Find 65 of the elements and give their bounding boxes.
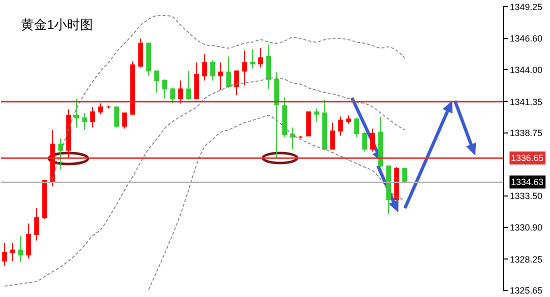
candlestick: [170, 87, 176, 104]
candlestick: [154, 70, 160, 94]
candlestick: [306, 111, 312, 136]
candlestick: [122, 112, 128, 130]
candlestick: [90, 106, 96, 128]
candlestick: [98, 102, 104, 115]
candlestick: [114, 106, 120, 128]
candlestick: [146, 42, 152, 76]
candlestick: [362, 132, 368, 152]
candlestick: [202, 54, 208, 82]
candlestick: [298, 135, 304, 139]
candlestick: [42, 180, 48, 220]
candlestick: [354, 117, 360, 138]
candlestick: [322, 99, 328, 151]
candlestick: [226, 56, 232, 88]
y-tick-label: 1346.60: [510, 34, 542, 44]
candlestick: [378, 116, 384, 168]
candlestick: [282, 96, 288, 138]
candlestick: [2, 242, 8, 266]
candlestick: [178, 80, 184, 104]
candlestick: [210, 60, 216, 82]
candlestick: [346, 114, 352, 124]
candlestick: [186, 70, 192, 100]
y-tick-label: 1349.25: [510, 2, 542, 12]
candlestick: [50, 129, 56, 187]
candlestick: [74, 98, 80, 128]
candlestick: [10, 242, 16, 262]
ref-line-label: 1334.63: [511, 177, 544, 187]
y-tick-label: 1338.75: [510, 128, 542, 138]
candlestick: [18, 235, 24, 263]
candlestick: [386, 165, 392, 215]
y-tick-label: 1330.90: [510, 222, 542, 232]
candlestick: [314, 108, 320, 122]
candlestick: [330, 122, 336, 150]
y-tick-label: 1328.25: [510, 254, 542, 264]
text: 黄金1小时图: [21, 17, 94, 32]
line-series: [148, 114, 406, 290]
y-tick-label: 1325.65: [510, 286, 542, 296]
candlestick: [162, 78, 168, 100]
candlestick: [402, 168, 408, 182]
y-tick-label: 1341.35: [510, 96, 542, 107]
candlestick: [290, 126, 296, 150]
y-tick-label: 1344.00: [510, 64, 542, 75]
candlestick: [130, 60, 136, 115]
ref-line-label: 1336.65: [511, 153, 544, 163]
candlestick: [250, 48, 256, 70]
candlestick: [82, 112, 88, 130]
candlestick: [26, 223, 32, 260]
candlestick: [266, 44, 272, 90]
candlestick: [34, 208, 40, 241]
candlestick: [218, 62, 224, 91]
candlestick: [338, 116, 344, 136]
candlestick: [106, 105, 112, 109]
candlestick: [194, 62, 200, 100]
candlestick: [138, 38, 144, 68]
line-series: [4, 78, 406, 287]
candlestick: [394, 166, 400, 200]
y-tick-label: 1333.50: [510, 191, 542, 202]
candlestick: [370, 128, 376, 152]
candlestick: [234, 70, 240, 96]
candlestick: [258, 48, 264, 68]
candlestick: [274, 72, 280, 160]
candlestick: [58, 138, 64, 170]
candlestick: [242, 50, 248, 86]
candlestick: [66, 108, 72, 158]
